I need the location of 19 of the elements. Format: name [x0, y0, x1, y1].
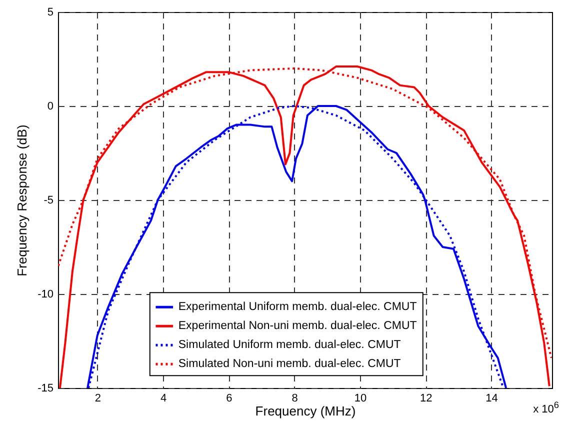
x-tick-label: 2	[94, 392, 101, 404]
legend-label: Simulated Uniform memb. dual-elec. CMUT	[178, 339, 401, 352]
legend-label: Experimental Non-uni memb. dual-elec. CMUT	[178, 320, 417, 332]
x-axis-title: Frequency (MHz)	[255, 404, 356, 418]
y-tick-label: 0	[47, 100, 54, 112]
y-tick-label: -10	[38, 288, 54, 300]
text: x 10$^{6}$	[533, 400, 559, 416]
x-tick-label: 10	[354, 392, 367, 404]
legend-label: Experimental Uniform memb. dual-elec. CMUT	[178, 301, 417, 314]
y-axis-title: Frequency Response (dB)	[14, 124, 30, 276]
x-tick-label: 4	[160, 392, 167, 404]
x-tick-label: 8	[292, 392, 298, 404]
x-tick-label: 12	[420, 392, 432, 404]
legend-label: Simulated Non-uni memb. dual-elec. CMUT	[178, 358, 401, 370]
y-tick-label: 5	[47, 6, 54, 18]
x-tick-label: 6	[226, 392, 232, 404]
y-tick-label: -15	[38, 382, 54, 394]
y-tick-label: -5	[44, 194, 54, 206]
x-tick-label: 14	[486, 392, 498, 404]
